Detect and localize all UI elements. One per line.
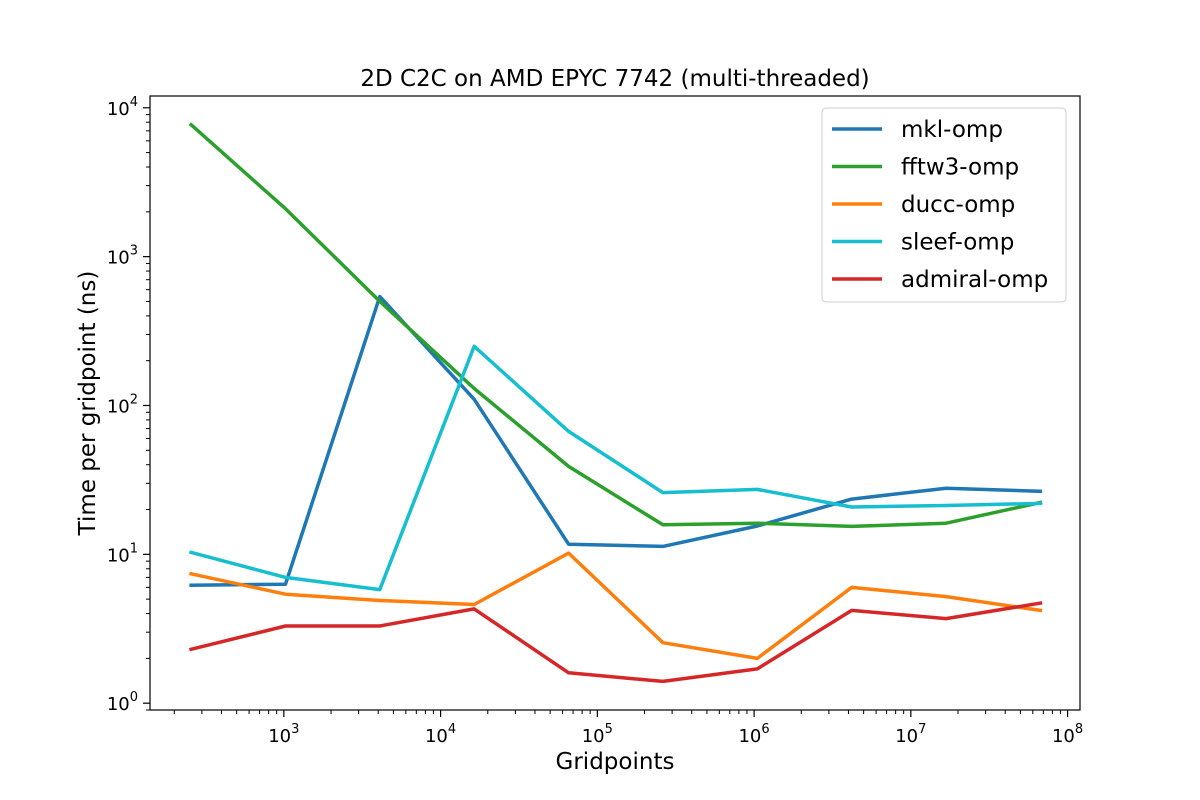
plot-area bbox=[188, 122, 1043, 684]
x-tick-label: 103 bbox=[268, 722, 299, 747]
legend-box bbox=[821, 107, 1067, 303]
series-line-sleef-omp bbox=[188, 344, 1043, 592]
x-tick-label: 106 bbox=[738, 722, 769, 747]
x-axis: 103 104 105 106 107 108 bbox=[173, 710, 1083, 747]
plot-frame bbox=[149, 95, 1081, 711]
x-tick-label: 105 bbox=[582, 722, 613, 747]
x-tick-label: 107 bbox=[895, 722, 926, 747]
chart-title: 2D C2C on AMD EPYC 7742 (multi-threaded) bbox=[360, 66, 869, 92]
y-tick-label: 103 bbox=[107, 244, 138, 269]
legend-label-fftw3-omp: fftw3-omp bbox=[901, 155, 1019, 181]
y-tick-label: 102 bbox=[107, 392, 138, 417]
y-axis: 100 101 102 103 104 bbox=[107, 95, 150, 715]
legend-label-admiral-omp: admiral-omp bbox=[901, 267, 1048, 293]
y-tick-label: 101 bbox=[107, 541, 138, 566]
legend-label-mkl-omp: mkl-omp bbox=[901, 117, 1003, 143]
y-axis-label: Time per gridpoint (ns) bbox=[75, 271, 101, 537]
series-line-ducc-omp bbox=[189, 551, 1043, 661]
series-line-admiral-omp bbox=[188, 601, 1043, 684]
legend-label-sleef-omp: sleef-omp bbox=[901, 230, 1014, 256]
x-tick-label: 104 bbox=[425, 722, 456, 747]
series-line-fftw3-omp bbox=[188, 122, 1043, 529]
x-axis-label: Gridpoints bbox=[556, 749, 675, 775]
x-tick-label: 108 bbox=[1052, 722, 1083, 747]
y-tick-label: 104 bbox=[107, 95, 138, 120]
series-line-mkl-omp bbox=[189, 294, 1043, 587]
legend-label-ducc-omp: ducc-omp bbox=[901, 192, 1015, 218]
y-tick-label: 100 bbox=[107, 690, 138, 715]
legend: mkl-omp fftw3-omp ducc-omp sleef-omp admiral… bbox=[821, 107, 1067, 303]
